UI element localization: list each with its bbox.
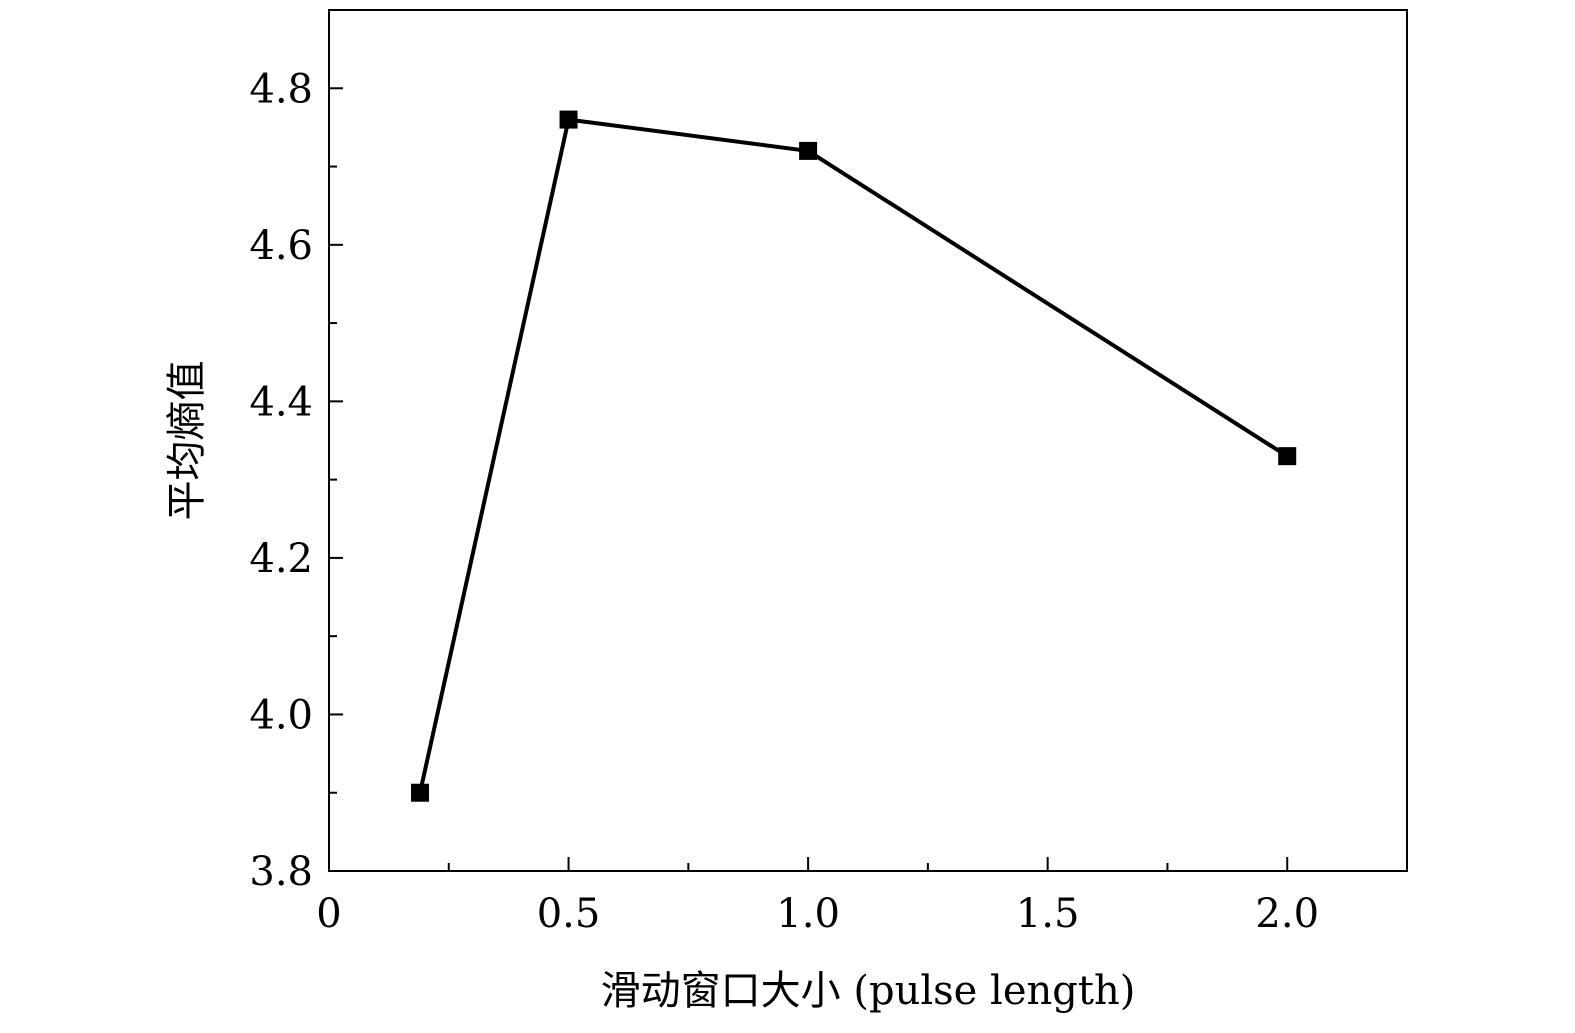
y-tick-label: 3.8 bbox=[249, 849, 313, 895]
x-tick-label: 1.5 bbox=[1016, 891, 1080, 937]
y-tick-label: 4.0 bbox=[249, 692, 313, 738]
series bbox=[411, 110, 1297, 802]
y-tick-label: 4.2 bbox=[249, 536, 313, 582]
x-axis: 0 0.5 1.0 1.5 2.0 bbox=[316, 857, 1319, 937]
x-tick-label: 0.5 bbox=[537, 891, 601, 937]
data-point-marker bbox=[559, 110, 578, 129]
x-axis-title: 滑动窗口大小 (pulse length) bbox=[601, 968, 1136, 1014]
plot-frame bbox=[328, 9, 1408, 872]
x-tick-label: 2.0 bbox=[1255, 891, 1319, 937]
data-point-marker bbox=[411, 783, 430, 802]
y-tick-label: 4.6 bbox=[249, 223, 313, 269]
x-tick-label: 0 bbox=[316, 891, 341, 937]
plot-border bbox=[328, 9, 1408, 872]
y-tick-label: 4.4 bbox=[249, 379, 313, 425]
x-tick-label: 1.0 bbox=[776, 891, 840, 937]
y-axis: 3.8 4.0 4.2 4.4 4.6 4.8 bbox=[249, 66, 343, 895]
data-point-marker bbox=[1278, 447, 1297, 466]
series-line bbox=[418, 117, 1289, 794]
data-point-marker bbox=[799, 141, 818, 160]
y-tick-label: 4.8 bbox=[249, 66, 313, 112]
y-axis-title: 平均熵值 bbox=[164, 361, 210, 521]
